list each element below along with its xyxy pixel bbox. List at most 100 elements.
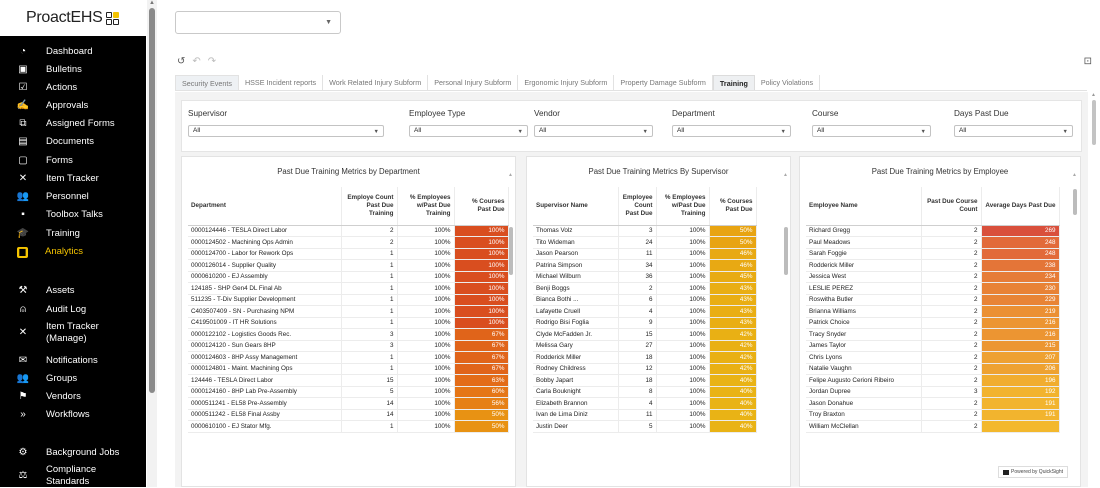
table-row[interactable]: Lafayette Cruell 4 100% 43% xyxy=(533,305,757,318)
table-row[interactable]: 0000122102 - Logistics Goods Rec. 3 100% 67… xyxy=(188,328,509,341)
table-row[interactable]: Justin Deer 5 100% 40% xyxy=(533,420,757,433)
tab-personal-injury-subform[interactable]: Personal Injury Subform xyxy=(428,75,519,90)
supervisor-table-scrollbar[interactable]: ▲ xyxy=(783,172,788,479)
tab-security-events[interactable]: Security Events xyxy=(175,75,239,90)
sidebar-item-approvals[interactable]: ✍ Approvals xyxy=(0,100,146,112)
table-row[interactable]: Brianna Williams 2 219 xyxy=(806,305,1060,318)
table-row[interactable]: C419501009 - IT HR Solutions 1 100% 100% xyxy=(188,317,509,329)
table-row[interactable]: Roswitha Butler 2 229 xyxy=(806,294,1060,306)
dept-column-header[interactable]: Department xyxy=(188,187,342,226)
sidebar-scrollbar[interactable]: ▲ xyxy=(147,0,157,487)
table-row[interactable]: Thomas Volz 3 100% 50% xyxy=(533,225,757,237)
sidebar-item-compliance-standards[interactable]: ⚖ Compliance Standards xyxy=(0,464,146,488)
table-row[interactable]: Benji Boggs 2 100% 43% xyxy=(533,282,757,295)
supervisor-column-header[interactable]: % Employees w/Past Due Training xyxy=(656,187,710,226)
table-row[interactable]: 124185 - SHP Gen4 DL Final Ab 1 100% 100% xyxy=(188,282,509,295)
employee-table-scrollbar[interactable]: ▲ xyxy=(1072,172,1077,479)
table-row[interactable]: 0000124160 - 8HP Lab Pre-Assembly 5 100% 60… xyxy=(188,386,509,398)
sidebar-item-personnel[interactable]: 👥 Personnel xyxy=(0,191,146,203)
reset-icon[interactable]: ↺ xyxy=(177,56,186,67)
table-row[interactable]: 0000511241 - EL58 Pre-Assembly 14 100% 56% xyxy=(188,397,509,410)
employee-column-header[interactable]: Past Due Course Count xyxy=(921,187,982,226)
tab-property-damage-subform[interactable]: Property Damage Subform xyxy=(614,75,713,90)
dept-column-header[interactable]: % Courses Past Due xyxy=(454,187,509,226)
table-row[interactable]: 0000126014 - Supplier Quality 1 100% 100% xyxy=(188,259,509,272)
table-row[interactable]: 511235 - T-Div Supplier Development 1 100%… xyxy=(188,294,509,306)
supervisor-scrollbar-thumb[interactable] xyxy=(784,227,788,275)
scroll-up-arrow-icon[interactable]: ▲ xyxy=(149,0,155,6)
table-row[interactable]: Rodderick Miller 2 238 xyxy=(806,259,1060,272)
table-row[interactable]: Bobby Japart 18 100% 40% xyxy=(533,374,757,387)
dashboard-select[interactable]: ▼ xyxy=(175,11,341,34)
table-row[interactable]: 0000124700 - Labor for Rework Ops 1 100% 10… xyxy=(188,248,509,260)
table-row[interactable]: C403507409 - SN - Purchasing NPM 1 100% 100… xyxy=(188,305,509,318)
table-row[interactable]: 0000124502 - Machining Ops Admin 2 100% 100… xyxy=(188,236,509,249)
sidebar-item-vendors[interactable]: ⚑ Vendors xyxy=(0,391,146,403)
sidebar-item-bulletins[interactable]: ▣ Bulletins xyxy=(0,64,146,76)
table-row[interactable]: Ivan de Lima Diniz 11 100% 40% xyxy=(533,409,757,421)
table-row[interactable]: Jason Pearson 11 100% 46% xyxy=(533,248,757,260)
scroll-up-arrow-icon[interactable]: ▲ xyxy=(783,172,788,178)
table-row[interactable]: Jessica West 2 234 xyxy=(806,271,1060,283)
dashboard-scrollbar-thumb[interactable] xyxy=(1092,100,1096,145)
table-row[interactable]: Melissa Gary 27 100% 42% xyxy=(533,340,757,352)
redo-icon[interactable]: ↷ xyxy=(207,56,217,67)
tab-ergonomic-injury-subform[interactable]: Ergonomic Injury Subform xyxy=(518,75,615,90)
table-row[interactable]: Paul Meadows 2 248 xyxy=(806,236,1060,249)
table-row[interactable]: 0000124446 - TESLA Direct Labor 2 100% 100% xyxy=(188,225,509,237)
sidebar-item-groups[interactable]: 👥 Groups xyxy=(0,373,146,385)
sidebar-item-assigned-forms[interactable]: ⧉ Assigned Forms xyxy=(0,118,146,130)
table-row[interactable]: Rodney Childress 12 100% 42% xyxy=(533,363,757,375)
table-row[interactable]: Tracy Snyder 2 216 xyxy=(806,328,1060,341)
supervisor-column-header[interactable]: Employee Count Past Due xyxy=(618,187,657,226)
table-row[interactable]: LESLIE PEREZ 2 230 xyxy=(806,282,1060,295)
table-row[interactable]: Tito Wideman 24 100% 50% xyxy=(533,236,757,249)
supervisor-column-header[interactable]: Supervisor Name xyxy=(533,187,619,226)
sidebar-item-workflows[interactable]: » Workflows xyxy=(0,409,146,421)
table-row[interactable]: Patrina Simpson 34 100% 46% xyxy=(533,259,757,272)
table-row[interactable]: Rodrigo Bisi Foglia 9 100% 43% xyxy=(533,317,757,329)
table-row[interactable]: Jason Donahue 2 191 xyxy=(806,397,1060,410)
sidebar-item-dashboard[interactable]: ◔ Dashboard xyxy=(0,46,146,58)
sidebar-item-assets[interactable]: ⚒ Assets xyxy=(0,285,146,297)
table-row[interactable]: Carla Bouknight 8 100% 40% xyxy=(533,386,757,398)
filter-course-select[interactable]: All ▼ xyxy=(812,125,931,137)
dashboard-scrollbar[interactable]: ▲ xyxy=(1091,92,1097,487)
table-row[interactable]: Jordan Dupree 3 192 xyxy=(806,386,1060,398)
table-row[interactable]: James Taylor 2 215 xyxy=(806,340,1060,352)
filter-department-select[interactable]: All ▼ xyxy=(672,125,791,137)
filter-employee-type-select[interactable]: All ▼ xyxy=(409,125,528,137)
table-row[interactable]: 0000511242 - EL58 Final Assby 14 100% 50% xyxy=(188,409,509,421)
sidebar-item-documents[interactable]: ▤ Documents xyxy=(0,136,146,148)
table-row[interactable]: 0000124120 - Sun Gears 8HP 3 100% 67% xyxy=(188,340,509,352)
table-row[interactable]: Felipe Augusto Cerioni Ribeiro 2 196 xyxy=(806,374,1060,387)
tab-policy-violations[interactable]: Policy Violations xyxy=(755,75,821,90)
supervisor-column-header[interactable]: % Courses Past Due xyxy=(709,187,757,226)
sidebar-item-training[interactable]: 🎓 Training xyxy=(0,228,146,240)
filter-days-past-due-select[interactable]: All ▼ xyxy=(954,125,1073,137)
table-row[interactable]: 124446 - TESLA Direct Labor 15 100% 63% xyxy=(188,374,509,387)
table-row[interactable]: Bianca Bothi ... 6 100% 43% xyxy=(533,294,757,306)
sidebar-item-notifications[interactable]: ✉ Notifications xyxy=(0,355,146,367)
sidebar-item-toolbox-talks[interactable]: ▪ Toolbox Talks xyxy=(0,209,146,221)
undo-icon[interactable]: ↶ xyxy=(192,56,201,67)
table-row[interactable]: Clyde McFadden Jr. 15 100% 42% xyxy=(533,328,757,341)
table-row[interactable]: 0000124801 - Maint. Machining Ops 1 100% 67… xyxy=(188,363,509,375)
tab-work-related-injury-subform[interactable]: Work Related Injury Subform xyxy=(323,75,429,90)
table-row[interactable]: Elizabeth Brannon 4 100% 40% xyxy=(533,397,757,410)
filter-supervisor-select[interactable]: All ▼ xyxy=(188,125,384,137)
scroll-up-arrow-icon[interactable]: ▲ xyxy=(1091,92,1096,98)
sidebar-item-audit-log[interactable]: ⍝ Audit Log xyxy=(0,304,146,316)
table-row[interactable]: William McClellan 2 xyxy=(806,420,1060,433)
dept-column-header[interactable]: % Employees w/Past Due Training xyxy=(397,187,455,226)
filter-vendor-select[interactable]: All ▼ xyxy=(534,125,653,137)
sidebar-item-actions[interactable]: ☑ Actions xyxy=(0,82,146,94)
dept-table-scrollbar[interactable]: ▲ xyxy=(508,172,513,479)
tab-training[interactable]: Training xyxy=(712,75,755,90)
employee-column-header[interactable]: Employee Name xyxy=(806,187,922,226)
table-row[interactable]: Rodderick Miller 18 100% 42% xyxy=(533,351,757,364)
table-row[interactable]: Richard Gregg 2 269 xyxy=(806,225,1060,237)
table-row[interactable]: 0000610100 - EJ Stator Mfg. 1 100% 50% xyxy=(188,420,509,433)
table-row[interactable]: Patrick Choice 2 216 xyxy=(806,317,1060,329)
export-icon[interactable]: ⊡ xyxy=(1083,56,1092,67)
